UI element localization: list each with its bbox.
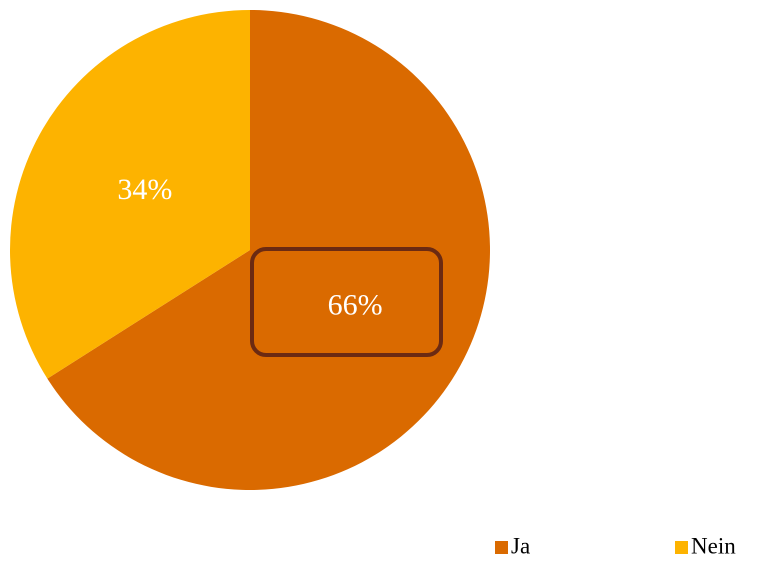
pie-slice	[9, 10, 251, 379]
data-label: 34%	[117, 173, 172, 206]
legend-label: Ja	[511, 533, 530, 558]
legend-swatch	[675, 541, 688, 554]
legend-label: Nein	[691, 533, 736, 558]
data-label: 66%	[328, 289, 383, 322]
legend-swatch	[495, 541, 508, 554]
highlight-box	[250, 247, 443, 357]
